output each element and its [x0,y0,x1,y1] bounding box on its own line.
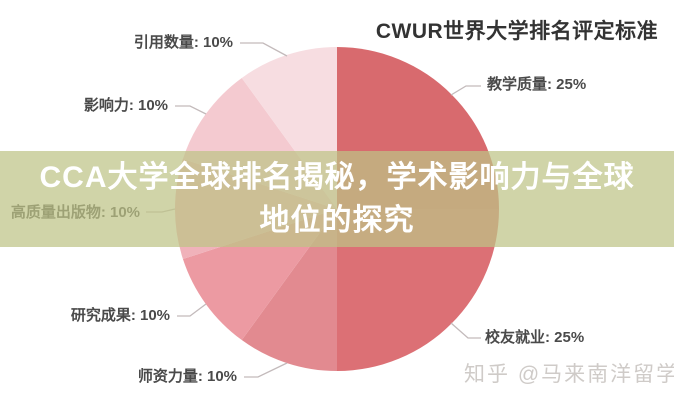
slice-label-3: 师资力量: 10% [137,368,237,385]
leader-line-3 [244,362,288,378]
slice-label-7: 引用数量: 10% [133,34,233,51]
slice-label-6: 影响力: 10% [83,97,168,114]
leader-line-6 [175,105,207,115]
leader-line-1 [450,85,481,96]
slice-label-2: 校友就业: 25% [485,329,585,346]
chart-title: CWUR世界大学排名评定标准 [375,20,659,43]
leader-line-4 [177,303,207,317]
slice-label-1: 教学质量: 25% [487,76,587,93]
title-banner: CCA大学全球排名揭秘，学术影响力与全球 地位的探究 [0,151,674,247]
pie-slice-2 [337,209,499,371]
banner-title-line1: CCA大学全球排名揭秘，学术影响力与全球 [39,161,635,194]
leader-line-7 [240,42,288,57]
pie-slice-3 [241,209,337,371]
banner-title-line2: 地位的探究 [259,204,415,237]
slice-label-4: 研究成果: 10% [70,307,170,324]
zhihu-watermark: 知乎 @马来南洋留学 [464,363,674,386]
leader-line-2 [450,322,481,339]
